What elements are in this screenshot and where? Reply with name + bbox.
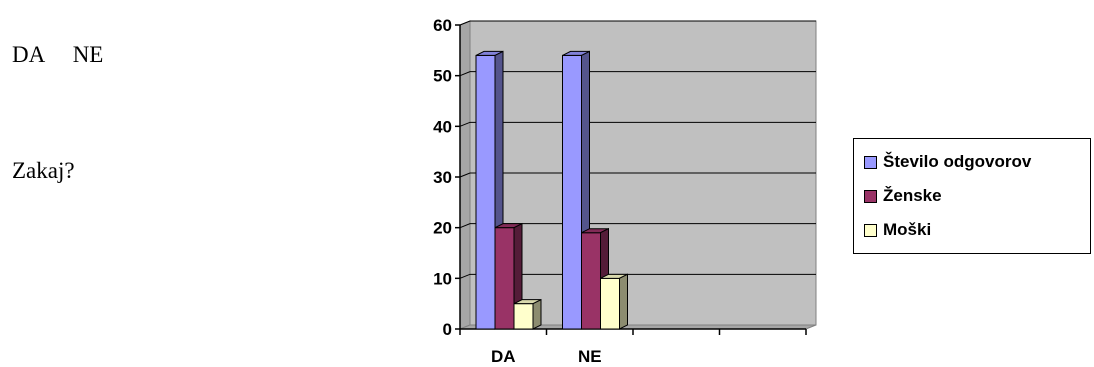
gridline-60 — [459, 20, 816, 26]
x-tick-label-da: DA — [491, 347, 516, 366]
gridline-40 — [459, 121, 816, 127]
gridline-10 — [459, 273, 816, 279]
chart-gridlines — [459, 20, 816, 279]
legend-label-moski: Moški — [883, 220, 932, 239]
bar-side — [532, 298, 542, 330]
y-tick-label-0: 0 — [443, 320, 452, 339]
gridline-20 — [459, 223, 816, 229]
y-tick-label-20: 20 — [433, 219, 452, 238]
bar-front — [562, 54, 582, 330]
y-tick-label-40: 40 — [433, 117, 452, 136]
legend-label-zenske: Ženske — [883, 186, 942, 205]
bar-front — [494, 227, 515, 330]
bar-moski-ne — [600, 273, 628, 330]
gridline-30 — [459, 172, 816, 178]
x-tick-label-ne: NE — [578, 347, 602, 366]
legend-item-moski: Moški — [854, 213, 1090, 247]
y-tick-label-10: 10 — [433, 269, 452, 288]
legend-swatch-zenske — [864, 189, 877, 203]
answer-options-text: DA NE — [12, 42, 104, 67]
chart-legend: Število odgovorov Ženske Moški — [853, 138, 1091, 254]
legend-item-zenske: Ženske — [854, 179, 1090, 213]
bar-zenske-da — [494, 222, 523, 330]
question-text: Zakaj? — [12, 158, 75, 183]
chart-bars — [475, 50, 628, 330]
gridline-50 — [459, 71, 816, 77]
legend-swatch-moski — [864, 223, 877, 237]
y-tick-label-50: 50 — [433, 67, 452, 86]
legend-swatch-stevilo-odgovorov — [864, 155, 877, 169]
y-tick-label-60: 60 — [433, 16, 452, 35]
x-axis-ticks: DA NE — [459, 329, 807, 366]
bar-front — [581, 232, 601, 330]
bar-front — [513, 303, 534, 330]
bar-side — [619, 273, 628, 330]
y-tick-label-30: 30 — [433, 168, 452, 187]
bar-front — [600, 277, 620, 330]
legend-label-stevilo-odgovorov: Število odgovorov — [883, 152, 1032, 171]
legend-item-stevilo-odgovorov: Število odgovorov — [854, 145, 1090, 179]
y-axis-ticks: 0 10 20 30 40 50 60 — [433, 16, 460, 339]
bar-front — [475, 54, 496, 330]
bar-moski-da — [513, 298, 542, 330]
